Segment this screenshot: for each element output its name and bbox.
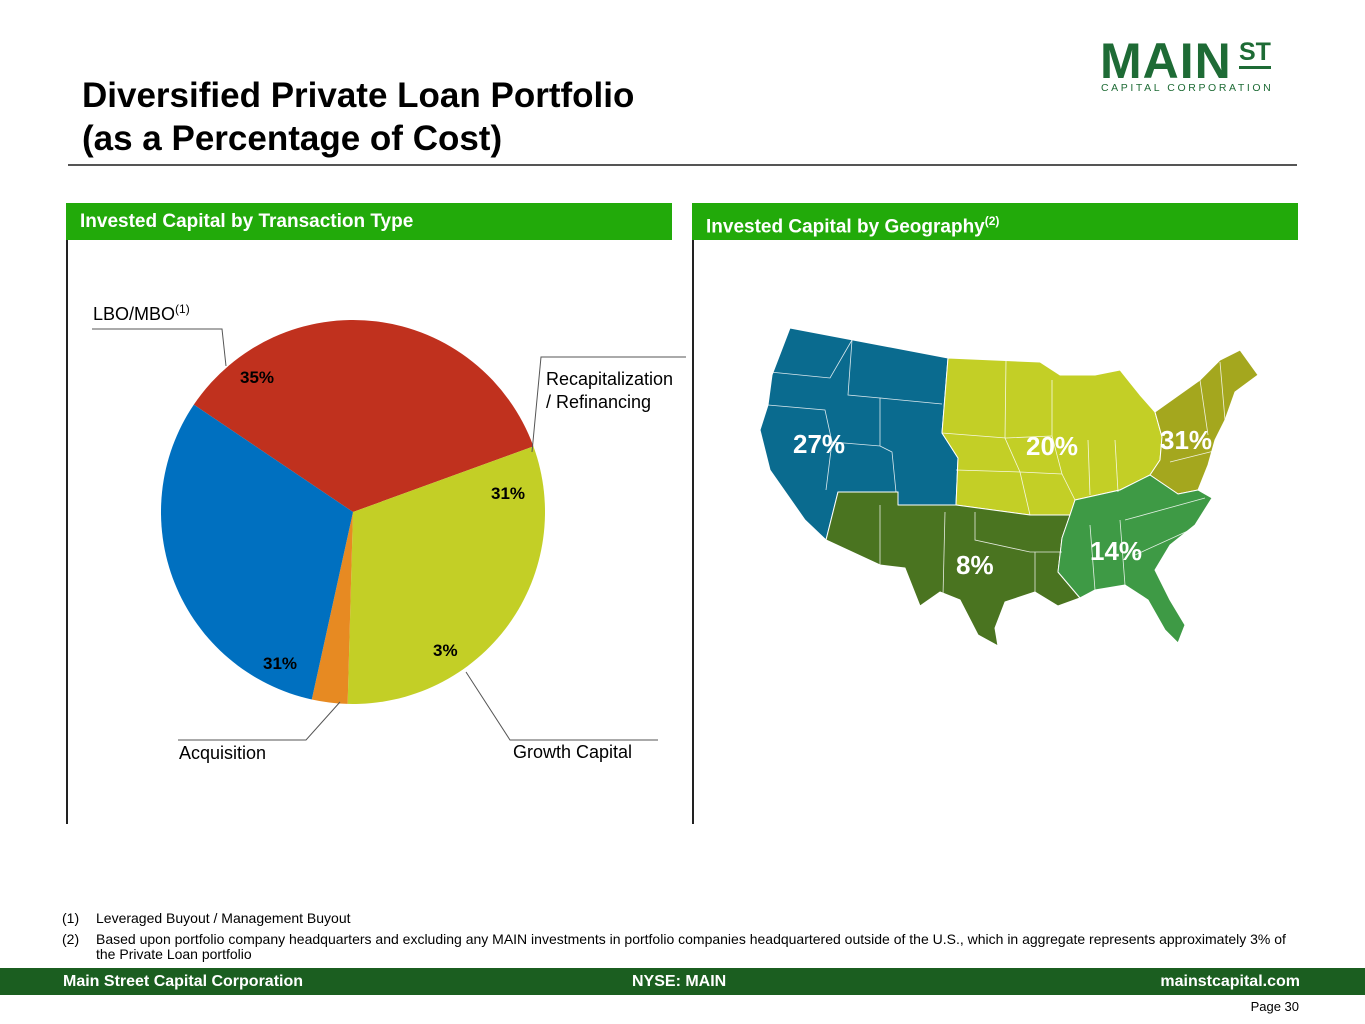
footer-website-link[interactable]: mainstcapital.com <box>1160 973 1300 990</box>
map-pct-southwest: 8% <box>956 550 994 580</box>
logo-wordmark: MAIN <box>1100 33 1232 89</box>
main-street-logo: MAIN ST CAPITAL CORPORATION <box>1100 36 1280 98</box>
pie-pct-acquisition: 31% <box>263 654 297 673</box>
pie-label-growth: Growth Capital <box>513 742 632 762</box>
footnote-2-number: (2) <box>62 931 80 947</box>
us-geography-map: 27% 20% 31% 8% 14% <box>759 327 1259 647</box>
footnotes: (1) Leveraged Buyout / Management Buyout… <box>62 911 1302 968</box>
page-title-line1: Diversified Private Loan Portfolio <box>82 76 635 115</box>
pie-pct-lbo: 35% <box>240 368 274 387</box>
map-pct-midwest: 20% <box>1026 431 1078 461</box>
footnote-1-number: (1) <box>62 910 80 926</box>
footnote-2: (2) Based upon portfolio company headqua… <box>62 932 1302 962</box>
pie-slice-growth <box>311 512 353 704</box>
map-state-borders <box>767 339 1226 597</box>
transaction-type-pie-chart: LBO/MBO(1) Recapitalization / Refinancin… <box>92 302 686 763</box>
pie-slice-acquisition <box>160 404 353 700</box>
pie-label-lbo: LBO/MBO(1) <box>93 302 190 324</box>
leader-line-growth <box>465 671 658 741</box>
footer-ticker: NYSE: MAIN <box>632 973 727 990</box>
map-pct-northeast: 31% <box>1160 425 1212 455</box>
pie-pct-recap: 31% <box>491 484 525 503</box>
map-pct-southeast: 14% <box>1090 536 1142 566</box>
title-divider <box>68 164 1297 166</box>
geography-heading-footnote-ref: (2) <box>984 214 1000 228</box>
page-title: Diversified Private Loan Portfolio (as a… <box>82 74 634 160</box>
pie-pct-growth: 3% <box>433 641 458 660</box>
leader-line-recap <box>531 356 686 453</box>
pie-slice-recap <box>347 446 546 705</box>
map-region-northeast <box>1149 349 1259 495</box>
footer-bar: Main Street Capital Corporation NYSE: MA… <box>0 968 1365 995</box>
pie-label-recap-line2: / Refinancing <box>546 392 651 412</box>
leader-line-lbo <box>92 328 227 367</box>
pie-label-recap-line1: Recapitalization <box>546 369 673 389</box>
map-pct-west: 27% <box>793 429 845 459</box>
logo-st: ST <box>1239 40 1271 69</box>
left-panel-border <box>66 240 68 824</box>
transaction-type-heading-text: Invested Capital by Transaction Type <box>80 211 414 232</box>
footnote-2-text: Based upon portfolio company headquarter… <box>96 931 1286 962</box>
pie-slice-lbo <box>193 319 534 512</box>
transaction-type-heading: Invested Capital by Transaction Type <box>66 203 672 240</box>
geography-heading: Invested Capital by Geography(2) <box>692 203 1298 240</box>
logo-subtitle: CAPITAL CORPORATION <box>1101 82 1274 94</box>
map-region-southeast <box>1057 474 1213 644</box>
footnote-1-text: Leveraged Buyout / Management Buyout <box>96 910 351 926</box>
right-panel-border <box>692 240 694 824</box>
footer-company-name: Main Street Capital Corporation <box>63 973 304 990</box>
page-title-line2: (as a Percentage of Cost) <box>82 119 503 158</box>
geography-heading-text: Invested Capital by Geography <box>706 216 985 238</box>
leader-line-acquisition <box>178 701 341 741</box>
map-region-southwest <box>825 491 1081 647</box>
pie-label-acquisition: Acquisition <box>179 743 266 763</box>
pie-slices <box>160 319 546 705</box>
page-number: Page 30 <box>1250 999 1299 1014</box>
footnote-1: (1) Leveraged Buyout / Management Buyout <box>62 911 1302 926</box>
pie-leader-lines <box>92 328 686 741</box>
